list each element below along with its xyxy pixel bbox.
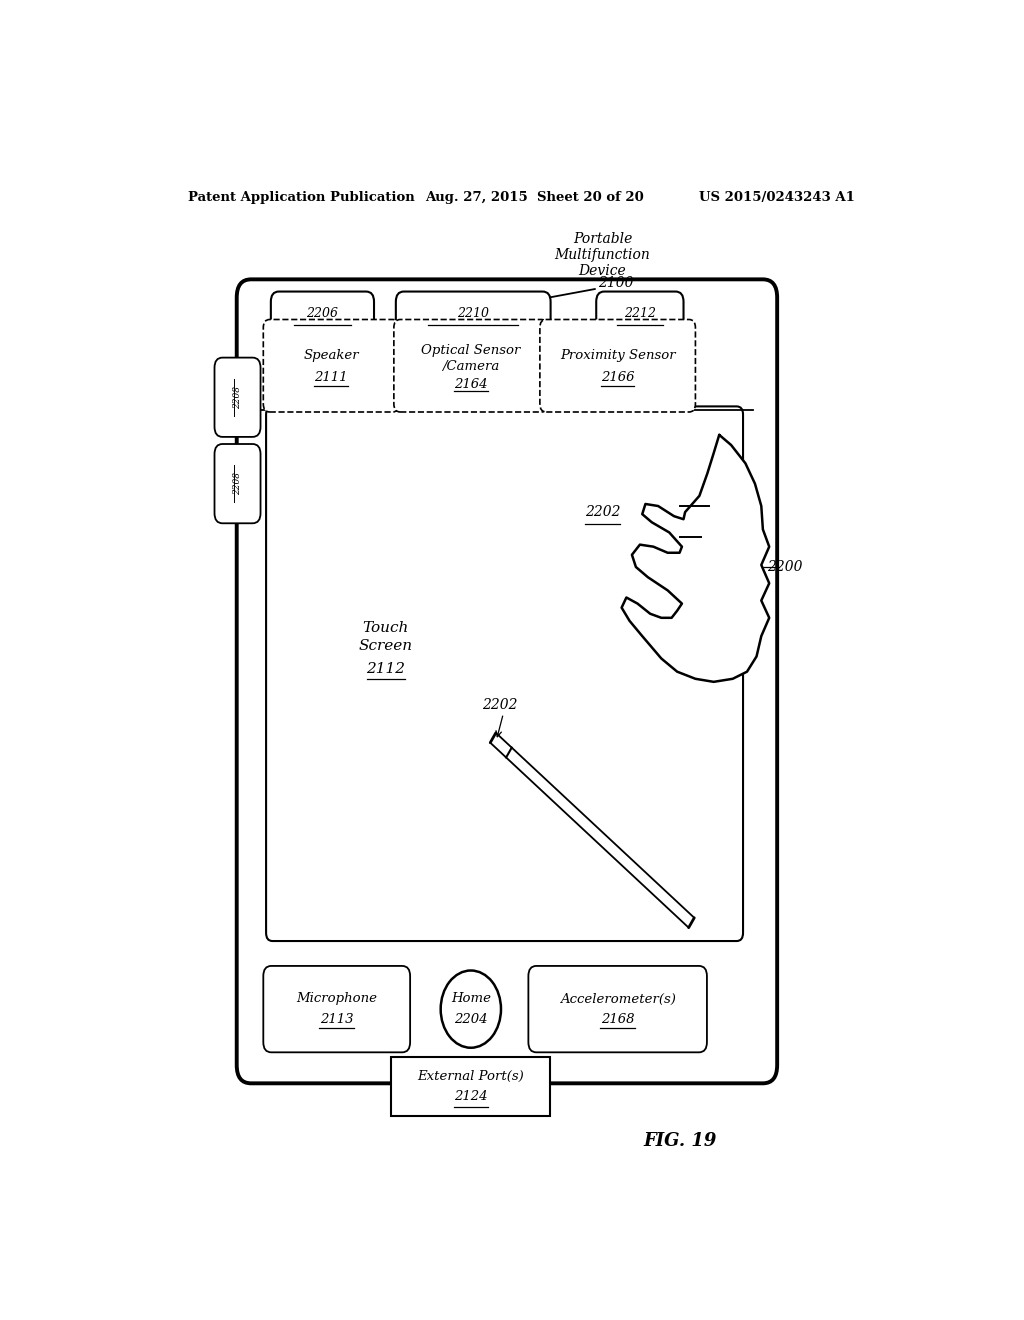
Text: Patent Application Publication: Patent Application Publication: [187, 190, 415, 203]
Text: 2204: 2204: [454, 1012, 487, 1026]
Text: 2212: 2212: [624, 308, 656, 321]
Text: /Camera: /Camera: [442, 360, 500, 374]
Text: 2202: 2202: [585, 506, 621, 519]
Text: 2206: 2206: [306, 308, 338, 321]
FancyBboxPatch shape: [214, 444, 260, 523]
FancyBboxPatch shape: [270, 292, 374, 341]
FancyBboxPatch shape: [237, 280, 777, 1084]
Text: Optical Sensor: Optical Sensor: [421, 345, 520, 356]
Text: Microphone: Microphone: [296, 993, 377, 1006]
Text: Screen: Screen: [358, 639, 413, 653]
Text: US 2015/0243243 A1: US 2015/0243243 A1: [699, 190, 855, 203]
Text: External Port(s): External Port(s): [418, 1069, 524, 1082]
Text: 2210: 2210: [457, 308, 489, 321]
Text: 2202: 2202: [481, 698, 517, 713]
Text: FIG. 19: FIG. 19: [644, 1133, 717, 1150]
Text: Home: Home: [451, 993, 490, 1006]
Text: Aug. 27, 2015  Sheet 20 of 20: Aug. 27, 2015 Sheet 20 of 20: [426, 190, 644, 203]
FancyBboxPatch shape: [259, 313, 755, 409]
FancyBboxPatch shape: [528, 966, 707, 1052]
Text: Touch: Touch: [362, 620, 410, 635]
Text: 2208: 2208: [233, 473, 242, 495]
Text: 2112: 2112: [367, 661, 406, 676]
Text: 2200: 2200: [767, 560, 803, 574]
Text: 2124: 2124: [454, 1090, 487, 1104]
Text: Portable
Multifunction
Device: Portable Multifunction Device: [555, 231, 650, 279]
FancyBboxPatch shape: [214, 358, 260, 437]
FancyBboxPatch shape: [263, 966, 411, 1052]
Text: Proximity Sensor: Proximity Sensor: [560, 348, 676, 362]
Text: 2164: 2164: [454, 378, 487, 391]
FancyBboxPatch shape: [391, 1057, 550, 1115]
FancyBboxPatch shape: [266, 407, 743, 941]
FancyBboxPatch shape: [596, 292, 684, 341]
FancyBboxPatch shape: [263, 319, 399, 412]
Text: 2208: 2208: [233, 385, 242, 409]
Text: 2166: 2166: [601, 371, 635, 384]
Text: 2100: 2100: [598, 276, 634, 290]
Text: Accelerometer(s): Accelerometer(s): [560, 993, 676, 1006]
Text: 2168: 2168: [601, 1012, 635, 1026]
FancyBboxPatch shape: [394, 319, 548, 412]
Text: 2113: 2113: [319, 1012, 353, 1026]
Text: 2111: 2111: [314, 371, 348, 384]
FancyBboxPatch shape: [540, 319, 695, 412]
Polygon shape: [622, 434, 769, 682]
Text: Speaker: Speaker: [303, 348, 359, 362]
FancyBboxPatch shape: [396, 292, 551, 341]
